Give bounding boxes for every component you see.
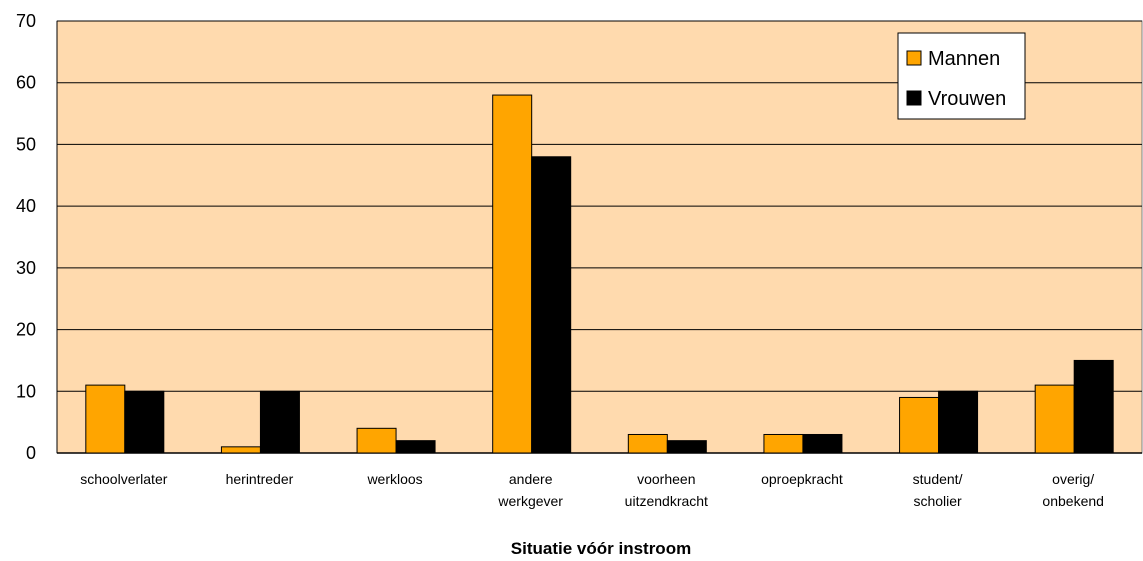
y-tick-label: 0 [26, 443, 36, 463]
bar-vrouwen [531, 156, 572, 454]
bars [85, 94, 1114, 454]
bar-mannen [356, 427, 397, 454]
bar-mannen [627, 433, 668, 454]
x-tick-label: scholier [913, 493, 962, 509]
bar-vrouwen [938, 390, 979, 454]
bar-vrouwen [259, 390, 300, 454]
x-tick-label: schoolverlater [80, 471, 167, 487]
legend: Mannen Vrouwen [897, 32, 1026, 120]
x-tick-label: student/ [913, 471, 963, 487]
legend-swatch-mannen [906, 50, 922, 66]
bar-vrouwen [1073, 359, 1114, 454]
y-tick-label: 10 [16, 381, 36, 401]
legend-swatch-vrouwen [906, 90, 922, 106]
x-tick-label: voorheen [637, 471, 695, 487]
x-tick-label: herintreder [226, 471, 294, 487]
x-axis: schoolverlater herintreder werkloos andere w… [80, 471, 1104, 509]
x-tick-label: werkloos [366, 471, 422, 487]
x-tick-label: onbekend [1042, 493, 1104, 509]
bar-mannen [492, 94, 533, 454]
legend-label-mannen: Mannen [928, 48, 1000, 70]
bar-mannen [763, 433, 804, 454]
y-tick-label: 30 [16, 258, 36, 278]
x-tick-label: uitzendkracht [625, 493, 708, 509]
y-tick-label: 70 [16, 11, 36, 31]
x-tick-label: oproepkracht [761, 471, 843, 487]
bar-vrouwen [666, 440, 707, 454]
bar-mannen [220, 446, 261, 454]
bar-vrouwen [802, 433, 843, 454]
y-tick-label: 50 [16, 134, 36, 154]
y-tick-label: 60 [16, 73, 36, 93]
x-tick-label: werkgever [497, 493, 563, 509]
bar-mannen [1034, 384, 1075, 454]
x-axis-title: Situatie vóór instroom [511, 539, 691, 558]
y-tick-label: 40 [16, 196, 36, 216]
bar-mannen [85, 384, 126, 454]
x-tick-label: andere [509, 471, 553, 487]
bar-vrouwen [395, 440, 436, 454]
x-tick-label: overig/ [1052, 471, 1094, 487]
legend-label-vrouwen: Vrouwen [928, 88, 1006, 110]
bar-vrouwen [124, 390, 165, 454]
y-tick-label: 20 [16, 320, 36, 340]
bar-mannen [899, 396, 940, 454]
